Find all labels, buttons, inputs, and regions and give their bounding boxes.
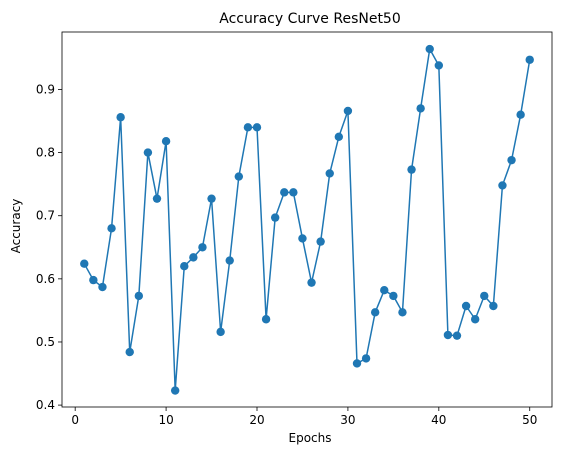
plot-frame (62, 32, 552, 407)
x-tick-label: 30 (340, 413, 355, 427)
data-point (453, 331, 461, 339)
series-layer (80, 45, 534, 395)
data-point (253, 123, 261, 131)
data-point (271, 213, 279, 221)
data-point (135, 292, 143, 300)
y-axis-label: Accuracy (9, 199, 23, 254)
data-point (526, 56, 534, 64)
data-point (353, 359, 361, 367)
data-point (316, 237, 324, 245)
y-tick-label: 0.5 (36, 335, 55, 349)
x-tick-label: 0 (71, 413, 79, 427)
data-point (171, 386, 179, 394)
data-point (444, 331, 452, 339)
data-point (80, 259, 88, 267)
data-point (335, 133, 343, 141)
data-point (162, 137, 170, 145)
data-point (207, 194, 215, 202)
data-point (116, 113, 124, 121)
data-point (198, 243, 206, 251)
data-point (280, 188, 288, 196)
data-point (326, 169, 334, 177)
data-point (107, 224, 115, 232)
data-point (516, 111, 524, 119)
data-point (144, 148, 152, 156)
data-point (471, 315, 479, 323)
series-line (84, 49, 529, 391)
data-point (398, 308, 406, 316)
data-point (362, 354, 370, 362)
data-point (180, 262, 188, 270)
data-point (244, 123, 252, 131)
data-point (480, 292, 488, 300)
data-point (407, 165, 415, 173)
y-tick-label: 0.6 (36, 272, 55, 286)
data-point (153, 194, 161, 202)
data-point (89, 276, 97, 284)
data-point (498, 181, 506, 189)
data-point (416, 104, 424, 112)
x-axis-label: Epochs (289, 431, 332, 445)
y-tick-label: 0.9 (36, 82, 55, 96)
data-point (126, 348, 134, 356)
x-tick-label: 20 (249, 413, 264, 427)
data-point (380, 286, 388, 294)
data-point (426, 45, 434, 53)
x-tick-label: 40 (431, 413, 446, 427)
x-tick-label: 10 (158, 413, 173, 427)
y-tick-label: 0.8 (36, 146, 55, 160)
data-point (389, 292, 397, 300)
data-point (307, 278, 315, 286)
data-point (371, 308, 379, 316)
data-point (344, 107, 352, 115)
chart-title: Accuracy Curve ResNet50 (219, 11, 401, 27)
x-tick-label: 50 (522, 413, 537, 427)
data-point (98, 283, 106, 291)
y-tick-label: 0.4 (36, 398, 55, 412)
data-point (262, 315, 270, 323)
data-point (189, 253, 197, 261)
data-point (216, 328, 224, 336)
data-point (489, 302, 497, 310)
data-point (226, 256, 234, 264)
y-tick-label: 0.7 (36, 209, 55, 223)
data-point (435, 61, 443, 69)
data-point (298, 234, 306, 242)
ticks-layer: 0 10 20 30 40 50 0.4 0.5 0.6 0.7 0.8 0.9 (36, 82, 537, 427)
data-point (462, 302, 470, 310)
data-point (289, 188, 297, 196)
data-point (235, 172, 243, 180)
data-point (507, 156, 515, 164)
